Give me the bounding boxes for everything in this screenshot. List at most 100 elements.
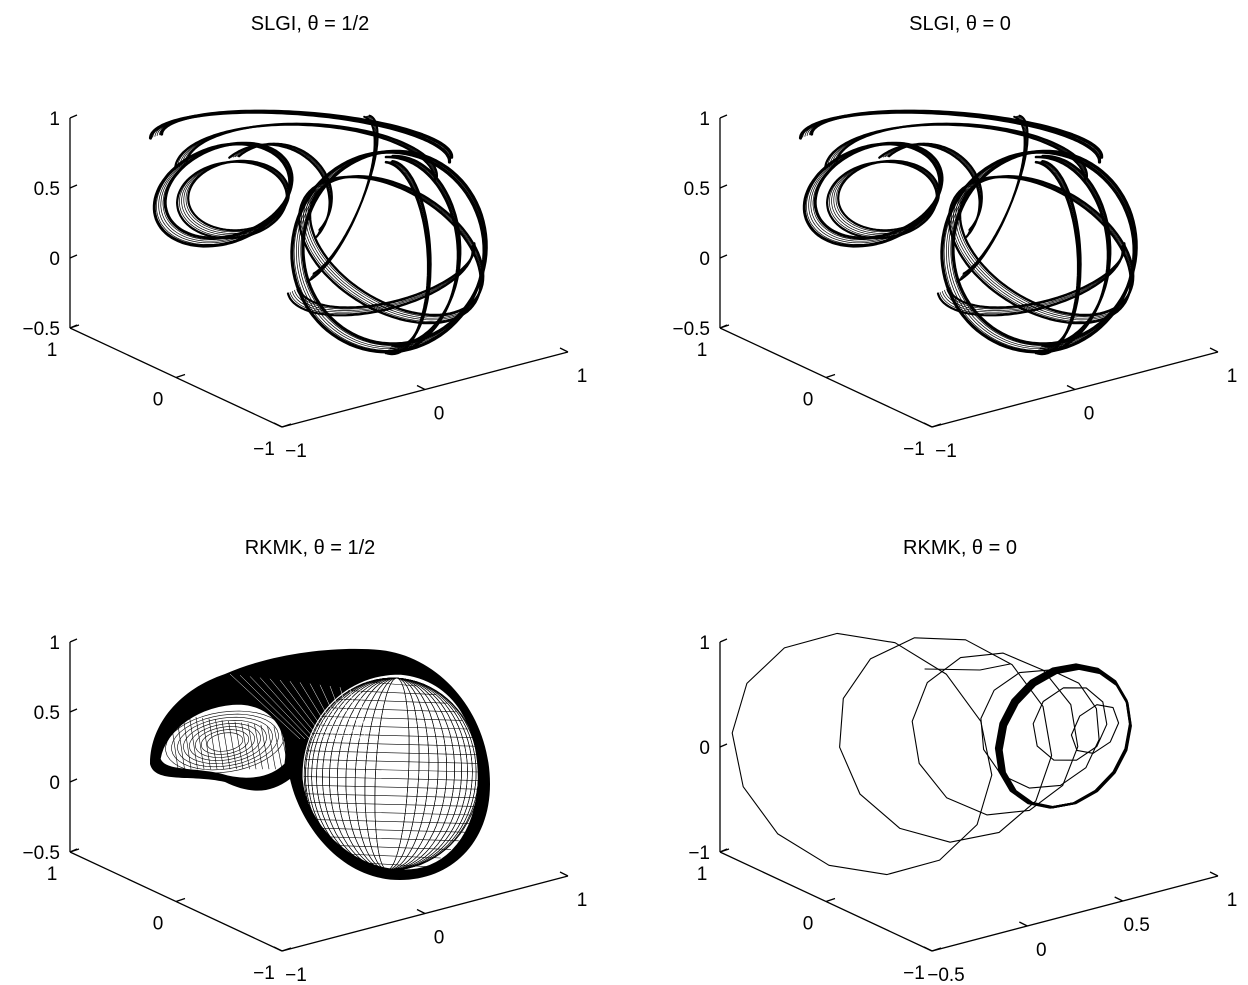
surface-mesh-line	[364, 677, 398, 871]
y-tick-mark	[175, 373, 186, 379]
x-tick-label: −1	[935, 441, 957, 462]
trace-loop	[1036, 161, 1080, 353]
x-tick-mark	[1066, 384, 1076, 391]
x-tick-mark	[559, 347, 569, 353]
x-tick-label: 1	[577, 890, 588, 911]
trace-loop	[176, 160, 288, 240]
surface-mesh-line	[386, 677, 430, 871]
trace-loop	[958, 175, 1135, 317]
y-tick-mark	[825, 897, 836, 903]
trajectory	[798, 109, 1138, 356]
x-tick-label: −0.5	[927, 965, 965, 985]
surface-mesh-line	[337, 677, 398, 871]
surface-mesh-line	[183, 720, 267, 764]
trace-loop	[290, 150, 486, 354]
trace-loop	[296, 151, 486, 350]
x-tick-mark	[923, 946, 933, 952]
x-tick-mark	[416, 908, 426, 915]
trace-loop	[160, 109, 454, 159]
surface-mesh-line	[267, 725, 276, 770]
y-tick-label: 1	[697, 864, 708, 885]
surface-mesh-line	[305, 677, 398, 871]
trace-loop	[163, 141, 294, 240]
surface-mesh-line	[325, 836, 459, 842]
x-tick-label: −1	[285, 441, 307, 462]
z-tick-mark	[69, 708, 78, 713]
trace-loop	[835, 122, 1088, 178]
x-tick-label: 0	[1084, 404, 1095, 425]
trace-loop	[1041, 160, 1082, 348]
trace-loop	[839, 637, 1053, 843]
y-tick-label: −1	[903, 963, 925, 984]
surface-mesh-line	[310, 810, 474, 816]
surface-mesh-line	[308, 741, 476, 747]
trajectory	[148, 109, 488, 356]
trace-loop	[388, 156, 460, 351]
surface-mesh-line	[336, 698, 448, 704]
surface-mesh-line	[189, 723, 261, 761]
trace-loop	[181, 161, 289, 236]
surface-mesh-line	[386, 677, 447, 871]
surface-mesh-line	[321, 716, 463, 721]
subplot-title: RKMK, θ = 1/2	[245, 537, 376, 559]
surface-mesh-line	[305, 793, 479, 799]
trace-loop	[391, 160, 432, 348]
surface-mesh-line	[386, 677, 420, 871]
surface-mesh-line	[374, 677, 398, 871]
trace-loop	[237, 142, 333, 231]
trace-loop	[962, 114, 1029, 275]
trace-loop	[948, 175, 1132, 325]
x-tick-label: 0	[1036, 940, 1047, 961]
surface-mesh-line	[345, 677, 398, 871]
trace-loop	[959, 115, 1027, 279]
y-tick-label: 0	[153, 914, 164, 935]
trace-loop	[940, 150, 1136, 354]
surface-mesh-line	[299, 682, 336, 740]
trace-loop	[185, 122, 438, 178]
trace-loop	[310, 115, 377, 278]
surface-mesh-line	[322, 677, 398, 871]
trace-loop	[308, 175, 485, 317]
surface-mesh-line	[195, 726, 255, 758]
trace-loop	[946, 151, 1136, 350]
trace-loop	[187, 159, 291, 232]
surface-mesh-line	[386, 677, 455, 871]
trace-loop	[810, 109, 1104, 159]
y-tick-label: −1	[903, 439, 925, 460]
x-tick-label: 0	[434, 928, 445, 949]
x-tick-label: −1	[285, 965, 307, 985]
trajectory	[731, 632, 1132, 876]
trace-loop	[1038, 156, 1110, 351]
y-tick-label: 0	[803, 914, 814, 935]
trace-loop	[1034, 155, 1110, 355]
surface-mesh-line	[332, 845, 452, 850]
trace-loop	[960, 115, 1027, 278]
subplot-4: RKMK, θ = 0−101−101−0.500.51	[688, 537, 1237, 985]
x-tick-mark	[1019, 921, 1028, 927]
trace-loop	[309, 115, 377, 279]
trace-loop	[1036, 156, 1109, 352]
surface-mesh-line	[171, 713, 279, 771]
x-tick-label: 1	[1227, 366, 1238, 387]
surface-mesh-line	[306, 750, 478, 756]
x-tick-label: 0.5	[1123, 915, 1149, 936]
z-tick-mark	[719, 254, 728, 259]
surface-mesh-line	[329, 677, 398, 871]
surface-mesh-line	[215, 719, 224, 770]
z-tick-label: 0	[49, 773, 60, 794]
z-tick-label: −0.5	[22, 843, 60, 864]
y-tick-mark	[931, 423, 942, 428]
trace-loop	[826, 160, 938, 240]
x-tick-label: 1	[577, 366, 588, 387]
surface-mesh-line	[279, 679, 326, 740]
z-tick-label: −0.5	[22, 319, 60, 340]
surface-mesh-line	[307, 677, 398, 871]
limit-cycle	[996, 664, 1132, 809]
surface-mesh-line	[348, 690, 436, 695]
surface-mesh-line	[386, 677, 439, 871]
trace-loop	[391, 154, 462, 347]
surface-mesh-line	[354, 677, 398, 871]
x-tick-mark	[1209, 871, 1219, 877]
surface-mesh-line	[273, 726, 283, 770]
surface-mesh-line	[309, 683, 341, 740]
